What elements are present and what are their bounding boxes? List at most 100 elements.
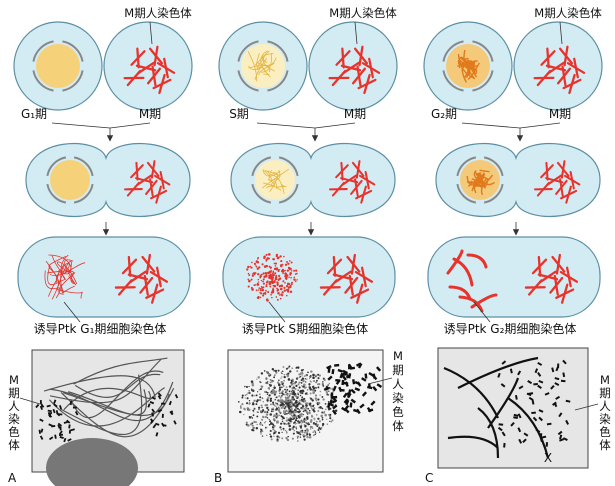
pcc-fragment	[269, 285, 272, 288]
chromatid	[560, 160, 566, 179]
chromatid	[152, 78, 172, 90]
m-chromosome-dot	[513, 416, 518, 419]
label-leader	[268, 301, 286, 323]
pcc-fragment	[287, 422, 290, 425]
pcc-fragment	[282, 405, 285, 408]
panel-letter: C	[425, 471, 433, 485]
pcc-fragment	[304, 429, 307, 432]
m-chromosome-dot	[155, 432, 159, 437]
pcc-fragment	[293, 389, 295, 392]
pcc-fragment	[274, 272, 277, 275]
pcc-fragment	[284, 388, 286, 391]
m-chromosome	[141, 253, 156, 275]
pcc-fragment	[251, 288, 254, 291]
m-chromosome	[351, 65, 367, 87]
pcc-fragment	[284, 391, 287, 394]
nuclear-envelope-segment	[73, 156, 94, 177]
pcc-fragment	[273, 284, 277, 288]
pcc-fragment	[294, 273, 297, 275]
m-chromosome-dot	[533, 382, 538, 386]
pcc-fragment	[306, 378, 308, 380]
chromatid	[540, 50, 556, 66]
m-chromosome-dot	[149, 401, 155, 405]
pcc-fragment	[247, 272, 250, 275]
pcc-fragment	[288, 410, 291, 413]
pcc-fragment	[295, 426, 298, 429]
pcc-fragment	[266, 399, 269, 402]
chromatid	[555, 253, 561, 275]
m-chromosome-dot	[39, 400, 42, 405]
pcc-fragment	[269, 397, 272, 400]
pcc-fragment	[259, 388, 262, 391]
m-chromosome-dot	[58, 404, 63, 410]
chromatid	[573, 57, 579, 79]
pcc-fragment	[280, 293, 283, 296]
label-leader	[574, 403, 599, 411]
pcc-fragment	[256, 423, 258, 426]
pcc-fragment	[265, 274, 268, 277]
pcc-fragment	[281, 370, 284, 372]
pcc-fragment	[265, 377, 268, 379]
chromatid	[355, 189, 373, 200]
pcc-fragment	[287, 262, 290, 265]
pcc-fragment	[272, 274, 275, 277]
pcc-fragment	[274, 369, 278, 373]
g2-chromatin-thread	[480, 178, 487, 196]
pcc-fragment	[288, 385, 292, 388]
pcc-fragment	[300, 398, 304, 401]
m-chromosome-dot	[157, 392, 162, 397]
m-chromosome	[559, 266, 579, 288]
pcc-fragment	[283, 429, 285, 431]
pcc-fragment	[296, 435, 299, 438]
m-chromosome-dot	[74, 411, 79, 416]
chromatid	[123, 76, 145, 80]
label-leader	[559, 21, 563, 45]
pcc-fragment	[263, 265, 267, 268]
m-chromosome-dot	[546, 422, 552, 426]
nuclear-envelope-segment	[237, 40, 259, 62]
pcc-fragment	[260, 285, 263, 288]
pcc-fragment	[273, 435, 275, 437]
pcc-fragment	[244, 394, 247, 397]
s-chromatin-thread	[270, 169, 272, 174]
pcc-fragment	[281, 373, 283, 375]
m-chromosome-dot	[151, 408, 156, 413]
pcc-fragment	[302, 413, 304, 416]
m-chromosome-dot	[48, 413, 52, 418]
pcc-fragment	[299, 415, 302, 418]
pcc-fragment	[250, 266, 253, 269]
pcc-fragment	[312, 379, 316, 383]
pcc-fragment	[301, 385, 303, 387]
pcc-fragment	[313, 418, 315, 420]
dark-nucleus-blob	[46, 438, 138, 486]
label-leader	[19, 397, 41, 405]
m-chromosome-dot	[155, 422, 160, 426]
m-chromosome-dot	[538, 379, 544, 384]
vertical-char: 染	[8, 412, 20, 426]
pcc-fragment	[282, 422, 285, 424]
m-chromosome-dot	[53, 399, 57, 404]
chromatid	[562, 78, 582, 90]
pcc-fragment	[305, 386, 307, 389]
pcc-fragment	[256, 267, 260, 270]
pcc-fragment	[281, 268, 285, 271]
pcc-fragment	[293, 276, 296, 279]
micrograph-mark-x: X	[544, 451, 552, 465]
pcc-fragment	[285, 386, 288, 388]
m-chromosome-dot	[523, 432, 529, 437]
chromatid	[139, 276, 154, 294]
m-chromosome	[562, 73, 582, 95]
pcc-fragment	[258, 287, 261, 289]
m-chromosome-dot	[558, 412, 563, 418]
g1-nucleus-icon	[46, 156, 94, 204]
m-chromosome-dot	[545, 442, 548, 447]
pcc-fragment	[270, 430, 273, 432]
pcc-fragment	[306, 433, 309, 436]
m-chromosome-dot	[47, 412, 53, 415]
pcc-fragment	[268, 418, 270, 421]
pcc-fragment	[302, 368, 304, 371]
merge-line	[51, 122, 111, 129]
m-chromosome-dot	[63, 437, 67, 443]
m-chromosome-dot	[174, 394, 179, 399]
pcc-fragment	[291, 396, 295, 399]
